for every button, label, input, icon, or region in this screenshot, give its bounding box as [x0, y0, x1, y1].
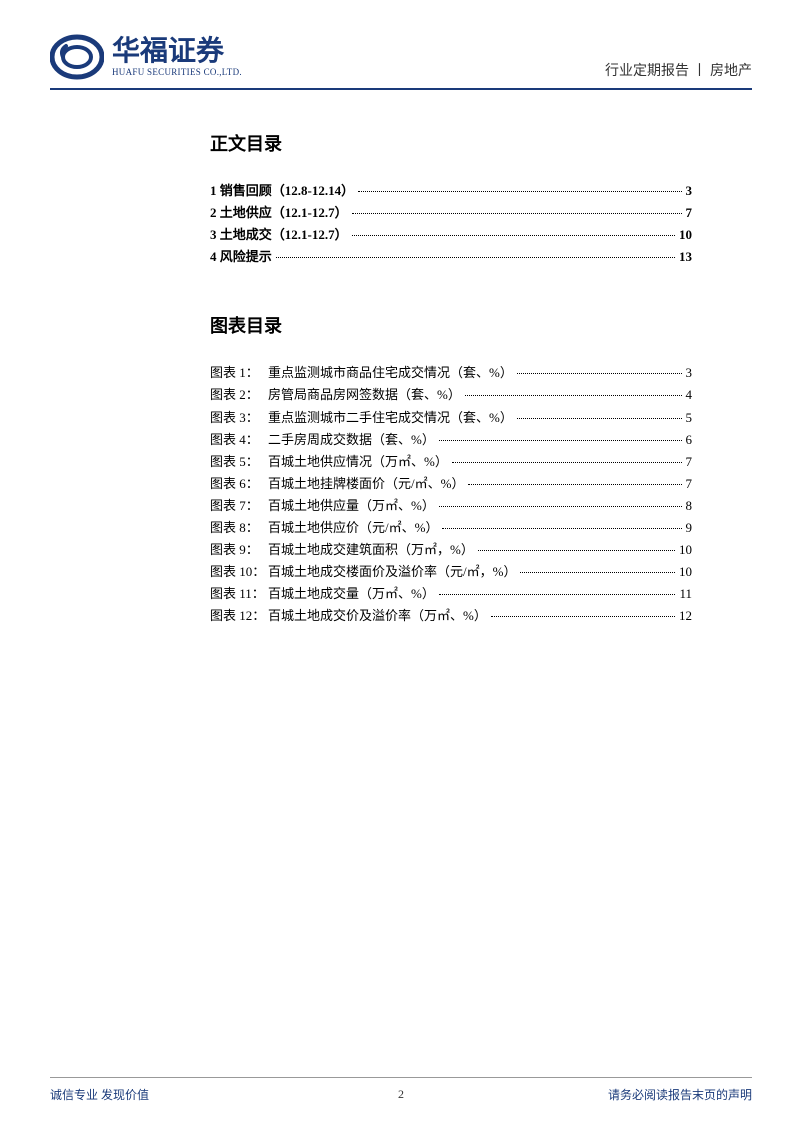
figure-prefix: 图表 8： [210, 517, 268, 539]
toc-item-label: 4 风险提示 [210, 246, 272, 268]
toc-figure-item: 图表 3：重点监测城市二手住宅成交情况（套、%） 5 [210, 407, 692, 429]
dot-leader [468, 484, 681, 485]
toc-main-item: 3 土地成交（12.1-12.7） 10 [210, 224, 692, 246]
toc-item-page: 10 [679, 224, 692, 246]
figure-page: 12 [679, 605, 692, 627]
toc-item-page: 3 [686, 180, 693, 202]
figure-label: 百城土地供应价（元/㎡、%） [268, 517, 438, 539]
figure-page: 6 [686, 429, 693, 451]
toc-item-label: 3 土地成交（12.1-12.7） [210, 224, 348, 246]
toc-item-label: 2 土地供应（12.1-12.7） [210, 202, 348, 224]
toc-figure-item: 图表 9：百城土地成交建筑面积（万㎡，%） 10 [210, 539, 692, 561]
toc-figure-item: 图表 11： 百城土地成交量（万㎡、%） 11 [210, 583, 692, 605]
report-category-label: 行业定期报告 丨 房地产 [605, 60, 752, 84]
toc-item-page: 7 [686, 202, 693, 224]
toc-figure-item: 图表 7：百城土地供应量（万㎡、%） 8 [210, 495, 692, 517]
dot-leader [439, 440, 682, 441]
toc-figure-item: 图表 12： 百城土地成交价及溢价率（万㎡、%） 12 [210, 605, 692, 627]
figure-page: 7 [686, 451, 693, 473]
page-footer: 诚信专业 发现价值 2 请务必阅读报告末页的声明 [50, 1077, 752, 1103]
toc-main-item: 2 土地供应（12.1-12.7） 7 [210, 202, 692, 224]
toc-main-list: 1 销售回顾（12.8-12.14） 32 土地供应（12.1-12.7） 73… [210, 180, 692, 268]
logo-area: 华福证券 HUAFU SECURITIES CO.,LTD. [50, 30, 242, 84]
page-header: 华福证券 HUAFU SECURITIES CO.,LTD. 行业定期报告 丨 … [50, 30, 752, 90]
document-page: 华福证券 HUAFU SECURITIES CO.,LTD. 行业定期报告 丨 … [0, 0, 802, 1133]
toc-figure-item: 图表 2：房管局商品房网签数据（套、%） 4 [210, 384, 692, 406]
footer-left-text: 诚信专业 发现价值 [50, 1086, 149, 1103]
figure-prefix: 图表 3： [210, 407, 268, 429]
toc-figure-item: 图表 1：重点监测城市商品住宅成交情况（套、%） 3 [210, 362, 692, 384]
dot-leader [358, 191, 681, 192]
figure-label: 百城土地挂牌楼面价（元/㎡、%） [268, 473, 464, 495]
figure-page: 5 [686, 407, 693, 429]
toc-figure-item: 图表 6：百城土地挂牌楼面价（元/㎡、%） 7 [210, 473, 692, 495]
figure-page: 10 [679, 561, 692, 583]
company-logo-icon [50, 30, 104, 84]
figure-label: 百城土地成交建筑面积（万㎡，%） [268, 539, 474, 561]
dot-leader [517, 373, 682, 374]
dot-leader [465, 395, 682, 396]
logo-chinese-name: 华福证券 [112, 37, 242, 65]
toc-figure-item: 图表 8：百城土地供应价（元/㎡、%） 9 [210, 517, 692, 539]
figure-page: 3 [686, 362, 693, 384]
figure-page: 11 [679, 583, 692, 605]
toc-figure-item: 图表 10： 百城土地成交楼面价及溢价率（元/㎡，%） 10 [210, 561, 692, 583]
page-number: 2 [398, 1087, 404, 1102]
content-area: 正文目录 1 销售回顾（12.8-12.14） 32 土地供应（12.1-12.… [50, 130, 752, 628]
figure-prefix: 图表 7： [210, 495, 268, 517]
toc-item-page: 13 [679, 246, 692, 268]
logo-text-block: 华福证券 HUAFU SECURITIES CO.,LTD. [112, 37, 242, 77]
dot-leader [352, 235, 675, 236]
figure-page: 7 [686, 473, 693, 495]
figure-label: 百城土地成交量（万㎡、%） [268, 583, 435, 605]
dot-leader [276, 257, 675, 258]
dot-leader [517, 418, 682, 419]
figure-prefix: 图表 4： [210, 429, 268, 451]
toc-figure-item: 图表 4：二手房周成交数据（套、%） 6 [210, 429, 692, 451]
dot-leader [452, 462, 682, 463]
toc-main-item: 4 风险提示 13 [210, 246, 692, 268]
figure-prefix: 图表 11： [210, 583, 268, 605]
toc-figures-list: 图表 1：重点监测城市商品住宅成交情况（套、%） 3图表 2：房管局商品房网签数… [210, 362, 692, 627]
figure-label: 重点监测城市二手住宅成交情况（套、%） [268, 407, 513, 429]
figure-prefix: 图表 2： [210, 384, 268, 406]
toc-item-label: 1 销售回顾（12.8-12.14） [210, 180, 354, 202]
dot-leader [491, 616, 675, 617]
dot-leader [439, 594, 676, 595]
figure-page: 8 [686, 495, 693, 517]
dot-leader [439, 506, 682, 507]
figure-prefix: 图表 9： [210, 539, 268, 561]
figure-label: 二手房周成交数据（套、%） [268, 429, 435, 451]
figure-label: 百城土地成交楼面价及溢价率（元/㎡，%） [268, 561, 516, 583]
figure-label: 房管局商品房网签数据（套、%） [268, 384, 461, 406]
toc-figures-title: 图表目录 [210, 312, 692, 338]
figure-prefix: 图表 1： [210, 362, 268, 384]
dot-leader [520, 572, 675, 573]
toc-main-item: 1 销售回顾（12.8-12.14） 3 [210, 180, 692, 202]
figure-prefix: 图表 6： [210, 473, 268, 495]
logo-english-name: HUAFU SECURITIES CO.,LTD. [112, 67, 242, 77]
figure-page: 10 [679, 539, 692, 561]
figure-page: 4 [686, 384, 693, 406]
figure-label: 百城土地供应量（万㎡、%） [268, 495, 435, 517]
figure-label: 重点监测城市商品住宅成交情况（套、%） [268, 362, 513, 384]
figure-prefix: 图表 12： [210, 605, 268, 627]
figure-page: 9 [686, 517, 693, 539]
dot-leader [442, 528, 681, 529]
figure-prefix: 图表 5： [210, 451, 268, 473]
figure-label: 百城土地供应情况（万㎡、%） [268, 451, 448, 473]
dot-leader [352, 213, 682, 214]
toc-main-title: 正文目录 [210, 130, 692, 156]
figure-prefix: 图表 10： [210, 561, 268, 583]
figure-label: 百城土地成交价及溢价率（万㎡、%） [268, 605, 487, 627]
footer-disclaimer: 请务必阅读报告末页的声明 [608, 1086, 752, 1103]
dot-leader [478, 550, 675, 551]
toc-figure-item: 图表 5：百城土地供应情况（万㎡、%） 7 [210, 451, 692, 473]
